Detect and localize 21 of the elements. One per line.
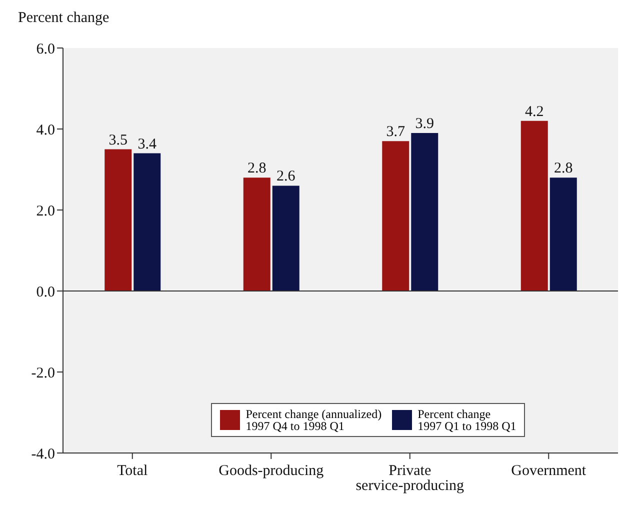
data-label: 2.8 bbox=[554, 160, 573, 177]
y-tick-label: 2.0 bbox=[36, 203, 55, 220]
data-label: 3.7 bbox=[386, 124, 406, 140]
y-tick-label: 0.0 bbox=[36, 284, 55, 300]
x-tick-label: Private service-producing bbox=[356, 463, 465, 494]
data-label: 4.2 bbox=[525, 104, 544, 120]
data-label: 2.6 bbox=[276, 168, 296, 185]
y-tick-label: -2.0 bbox=[31, 365, 55, 382]
y-tick-label: -4.0 bbox=[31, 446, 55, 462]
x-tick-label: Goods-producing bbox=[218, 463, 324, 479]
data-label: 2.8 bbox=[248, 160, 266, 177]
legend-label: Percent change (annualized) 1997 Q4 to 1998 Q1 bbox=[246, 407, 382, 433]
legend-label: Percent change 1997 Q1 to 1998 Q1 bbox=[418, 407, 516, 433]
y-tick-label: 4.0 bbox=[36, 122, 55, 138]
y-axis-title: Percent change bbox=[18, 10, 110, 27]
data-label: 3.5 bbox=[108, 132, 128, 148]
data-label: 3.9 bbox=[415, 116, 434, 132]
x-tick-label: Total bbox=[117, 463, 148, 479]
x-tick-label: Government bbox=[511, 463, 587, 479]
data-label: 3.4 bbox=[138, 136, 157, 152]
y-tick-label: 6.0 bbox=[36, 41, 55, 58]
